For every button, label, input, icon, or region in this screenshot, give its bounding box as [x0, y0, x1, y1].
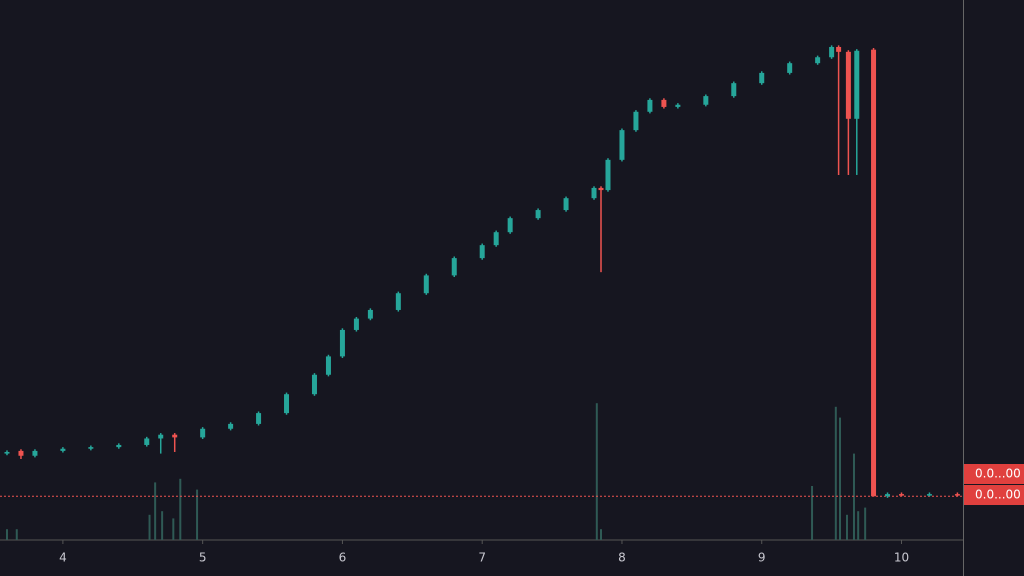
- candle-body: [60, 448, 66, 451]
- candle-body: [926, 494, 932, 496]
- candle-body: [144, 438, 150, 445]
- candle-body: [284, 394, 290, 414]
- candle-body: [493, 232, 499, 246]
- candle-body: [228, 423, 234, 429]
- candle-body: [845, 51, 851, 119]
- candle-body: [563, 198, 569, 211]
- volume-bar: [600, 529, 603, 540]
- x-tick-label: 8: [618, 551, 626, 565]
- candle-body: [158, 434, 164, 439]
- candle-body: [507, 218, 513, 233]
- candle-body: [759, 72, 765, 84]
- candle-body: [32, 450, 38, 456]
- x-tick-label: 10: [894, 551, 909, 565]
- candle-body: [885, 494, 891, 497]
- candle-body: [815, 57, 821, 64]
- volume-bar: [5, 529, 8, 540]
- x-tick-label: 4: [59, 551, 67, 565]
- candle-body: [605, 159, 611, 191]
- candle-body: [675, 104, 681, 107]
- candle-body: [598, 187, 604, 191]
- x-tick-label: 6: [339, 551, 347, 565]
- candle-body: [619, 130, 625, 160]
- candle-body: [367, 309, 373, 319]
- candle-body: [899, 494, 905, 496]
- volume-bar: [196, 489, 199, 540]
- candle-body: [954, 494, 960, 496]
- price-label: 0.0...00: [975, 488, 1021, 502]
- candle-body: [854, 50, 860, 119]
- volume-bar: [839, 417, 842, 540]
- volume-bar: [179, 478, 182, 540]
- candle-body: [479, 245, 485, 259]
- volume-bar: [595, 403, 598, 540]
- volume-bar: [154, 482, 157, 540]
- candle-body: [731, 83, 737, 97]
- candle-body: [591, 187, 597, 199]
- candle-body: [871, 49, 877, 497]
- candle-body: [535, 210, 541, 219]
- volume-bar: [811, 486, 814, 540]
- volume-bar: [852, 453, 855, 540]
- candle-body: [311, 374, 317, 395]
- candle-body: [172, 434, 178, 438]
- candle-body: [325, 356, 331, 375]
- candle-body: [18, 450, 24, 456]
- candle-body: [256, 413, 262, 424]
- candle-body: [88, 447, 94, 449]
- volume-bar: [864, 507, 867, 540]
- candle-body: [339, 329, 345, 357]
- candle-body: [829, 46, 835, 58]
- candle-body: [661, 99, 667, 107]
- volume-bar: [161, 511, 164, 540]
- x-tick-label: 9: [758, 551, 766, 565]
- candle-body: [423, 275, 429, 294]
- candle-body: [116, 444, 122, 448]
- candle-body: [647, 99, 653, 112]
- volume-bar: [15, 529, 18, 540]
- candle-body: [787, 63, 793, 73]
- volume-bar: [172, 518, 175, 540]
- price-label: 0.0...00: [975, 467, 1021, 481]
- candle-body: [4, 451, 10, 454]
- price-label-box: [964, 485, 1024, 505]
- volume-bar: [148, 514, 151, 540]
- volume-bar: [834, 406, 837, 540]
- candle-body: [703, 96, 709, 105]
- candle-body: [395, 293, 401, 310]
- x-tick-label: 5: [199, 551, 207, 565]
- candle-body: [633, 111, 639, 131]
- volume-bar: [845, 514, 848, 540]
- x-tick-label: 7: [478, 551, 486, 565]
- candle-body: [353, 318, 359, 330]
- candle-body: [200, 428, 206, 438]
- candle-body: [451, 258, 457, 276]
- candle-body: [836, 46, 842, 52]
- price-label-box: [964, 464, 1024, 484]
- volume-bar: [857, 511, 860, 540]
